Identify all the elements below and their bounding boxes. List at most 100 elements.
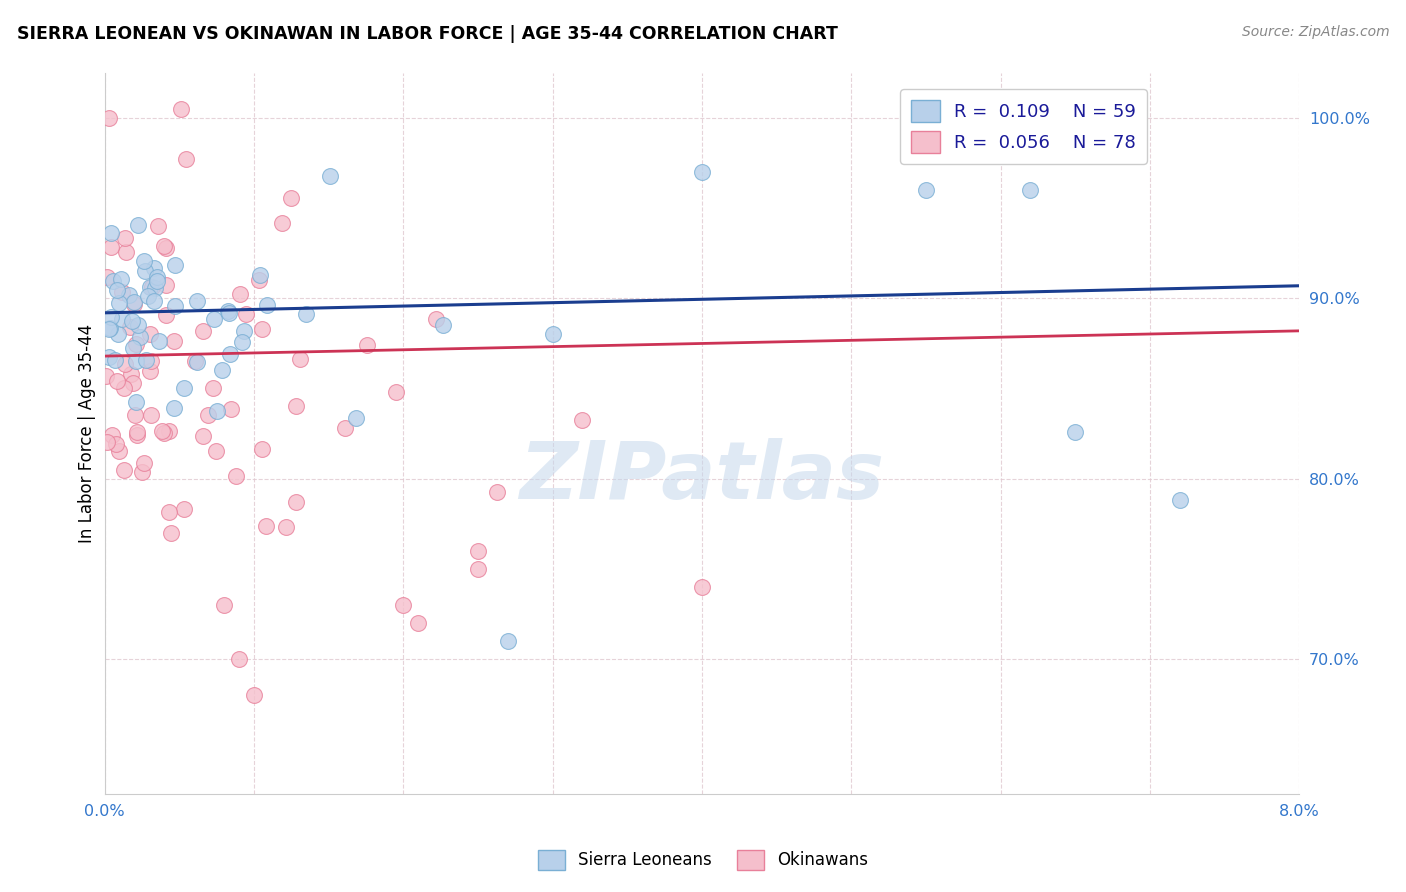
Point	[344, 411, 367, 425]
Point	[155, 309, 177, 323]
Point	[173, 381, 195, 395]
Point	[211, 362, 233, 376]
Point	[571, 413, 593, 427]
Point	[121, 376, 143, 390]
Point	[228, 652, 250, 666]
Point	[132, 253, 155, 268]
Point	[202, 381, 225, 395]
Point	[107, 326, 129, 341]
Point	[155, 277, 177, 292]
Point	[111, 285, 134, 300]
Point	[165, 258, 187, 272]
Point	[105, 283, 128, 297]
Point	[225, 469, 247, 483]
Point	[212, 598, 235, 612]
Point	[134, 264, 156, 278]
Point	[274, 520, 297, 534]
Point	[153, 426, 176, 441]
Point	[231, 334, 253, 349]
Point	[104, 353, 127, 368]
Point	[160, 526, 183, 541]
Point	[122, 341, 145, 355]
Point	[100, 227, 122, 241]
Point	[254, 519, 277, 533]
Point	[184, 354, 207, 368]
Point	[690, 165, 713, 179]
Point	[333, 421, 356, 435]
Point	[285, 494, 308, 508]
Point	[1019, 183, 1042, 197]
Point	[219, 402, 242, 417]
Point	[141, 353, 163, 368]
Point	[235, 307, 257, 321]
Point	[425, 312, 447, 326]
Point	[252, 322, 274, 336]
Point	[467, 562, 489, 576]
Point	[125, 337, 148, 351]
Point	[146, 274, 169, 288]
Point	[120, 368, 142, 382]
Point	[100, 310, 122, 325]
Point	[96, 270, 118, 285]
Point	[114, 231, 136, 245]
Point	[127, 318, 149, 332]
Point	[108, 295, 131, 310]
Point	[165, 299, 187, 313]
Point	[101, 274, 124, 288]
Point	[186, 294, 208, 309]
Point	[101, 428, 124, 442]
Point	[170, 102, 193, 116]
Point	[163, 334, 186, 348]
Point	[295, 307, 318, 321]
Point	[121, 314, 143, 328]
Point	[112, 380, 135, 394]
Point	[197, 409, 219, 423]
Point	[142, 294, 165, 309]
Point	[110, 271, 132, 285]
Point	[176, 153, 198, 167]
Point	[124, 408, 146, 422]
Point	[432, 318, 454, 333]
Text: ZIPatlas: ZIPatlas	[519, 438, 884, 516]
Point	[385, 384, 408, 399]
Point	[127, 425, 149, 439]
Point	[232, 324, 254, 338]
Point	[111, 311, 134, 326]
Point	[141, 280, 163, 294]
Point	[1168, 493, 1191, 508]
Point	[193, 324, 215, 338]
Legend: R =  0.109    N = 59, R =  0.056    N = 78: R = 0.109 N = 59, R = 0.056 N = 78	[900, 89, 1147, 164]
Point	[155, 241, 177, 255]
Legend: Sierra Leoneans, Okinawans: Sierra Leoneans, Okinawans	[531, 843, 875, 877]
Point	[406, 615, 429, 630]
Point	[690, 580, 713, 594]
Point	[496, 634, 519, 648]
Point	[98, 111, 121, 125]
Point	[256, 298, 278, 312]
Point	[153, 239, 176, 253]
Point	[150, 425, 173, 439]
Text: SIERRA LEONEAN VS OKINAWAN IN LABOR FORCE | AGE 35-44 CORRELATION CHART: SIERRA LEONEAN VS OKINAWAN IN LABOR FORC…	[17, 25, 838, 43]
Point	[129, 330, 152, 344]
Point	[252, 442, 274, 456]
Point	[127, 219, 149, 233]
Point	[98, 322, 121, 336]
Point	[118, 287, 141, 301]
Point	[105, 437, 128, 451]
Point	[96, 435, 118, 450]
Point	[163, 401, 186, 416]
Point	[96, 369, 118, 384]
Point	[243, 688, 266, 702]
Point	[146, 219, 169, 233]
Point	[143, 281, 166, 295]
Point	[138, 364, 160, 378]
Point	[356, 338, 378, 352]
Point	[139, 408, 162, 422]
Point	[122, 294, 145, 309]
Point	[108, 443, 131, 458]
Point	[205, 404, 228, 418]
Point	[98, 351, 121, 365]
Point	[124, 354, 146, 368]
Point	[249, 268, 271, 282]
Point	[285, 400, 308, 414]
